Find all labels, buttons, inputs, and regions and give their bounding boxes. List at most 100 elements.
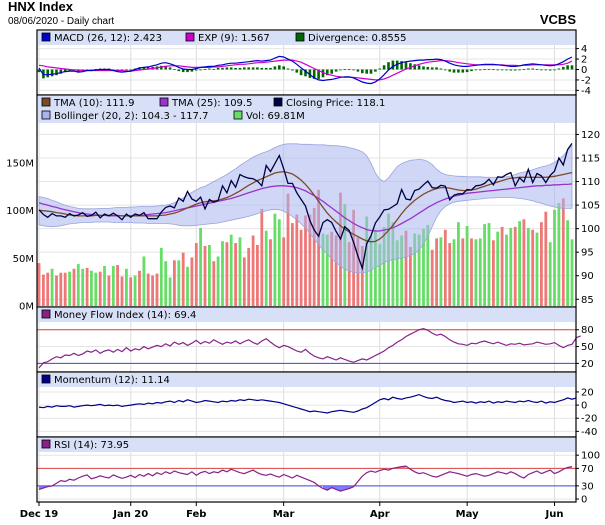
divergence-bar [63,69,67,73]
divergence-bar [483,69,486,70]
macd-legend-1-swatch [185,32,195,42]
price-tick-label: 90 [581,271,594,282]
volume-bar [474,239,478,306]
divergence-bar [229,67,233,70]
volume-bar [159,247,163,306]
volume-bar [452,239,456,306]
volume-bar [177,260,181,306]
macd-tick-label: 2 [581,55,587,66]
volume-bar [247,247,251,306]
volume-bar [42,274,45,306]
divergence-bar [548,69,552,71]
divergence-bar [317,69,320,79]
volume-bar [282,237,286,306]
momentum-tick-label: 0 [581,401,587,412]
volume-bar [225,242,229,306]
volume-bar [478,238,482,306]
divergence-bar [339,69,342,71]
divergence-bar [487,69,491,70]
volume-bar [194,243,198,306]
divergence-bar [444,69,447,71]
price-tick-label: 85 [581,295,594,306]
divergence-bar [448,69,451,72]
divergence-bar [522,69,526,70]
volume-bar [229,234,233,306]
divergence-bar [422,66,425,70]
volume-bar [103,266,106,306]
divergence-bar [513,69,517,71]
volume-bar [208,245,211,306]
volume-bar [212,261,216,306]
divergence-bar [540,69,543,71]
chart-title: HNX Index [8,0,74,14]
volume-bar [63,272,67,306]
rsi-legend-band [38,438,575,452]
divergence-bar [505,69,508,71]
rsi-legend-0-swatch [41,439,51,449]
volume-tick-label: 150M [6,159,34,170]
closing-price-line [38,143,573,271]
volume-tick-label: 0M [19,302,34,313]
volume-bar [544,211,548,306]
volume-bar [120,276,124,306]
volume-bar [409,246,412,306]
volume-bar [59,272,63,306]
divergence-bar [326,69,329,76]
volume-bar [404,230,408,306]
divergence-bar [164,65,167,70]
price-legend-2-swatch [273,97,283,107]
divergence-bar [452,69,456,73]
volume-bar [382,226,386,306]
volume-bar [299,229,303,306]
volume-bar [216,256,220,306]
volume-bar [111,266,115,306]
price-tick-label: 110 [581,177,600,188]
volume-bar [422,228,425,306]
divergence-bar [492,69,495,70]
volume-bar [496,231,500,306]
rsi-panel-border [36,436,577,503]
volume-bar [535,232,539,306]
bollinger-band [38,143,573,274]
price-tick-label: 95 [581,248,594,259]
divergence-bar [59,69,63,74]
rsi-legend-0-label: RSI (14): 73.95 [54,440,129,451]
macd-legend-band [38,31,575,45]
mfi-line [38,327,581,369]
rsi-tick-label: 100 [581,451,600,462]
volume-bar [330,231,334,306]
volume-bar [129,277,133,306]
divergence-bar [439,68,443,70]
divergence-bar [404,62,408,70]
divergence-bar [395,60,399,70]
divergence-bar [369,69,373,74]
volume-bar [461,238,465,306]
volume-bar [304,215,307,306]
volume-bar [221,241,224,306]
divergence-bar [347,69,351,70]
x-tick-label: Jan 20 [112,509,148,520]
divergence-bar [238,67,242,70]
volume-bar [443,229,447,306]
volume-bar [242,257,246,306]
divergence-bar [382,65,386,70]
divergence-bar [557,68,561,70]
volume-bar [347,242,351,306]
macd-line [38,55,573,85]
price-legend-band [38,96,575,123]
x-axis: Dec 19 Jan 20 Feb Mar Apr May Jun [20,502,564,520]
divergence-bar [500,69,504,71]
volume-bar [286,193,290,306]
volume-bar [269,239,272,306]
volume-bar [72,268,76,306]
volume-bar [492,240,495,306]
divergence-bar [457,69,460,73]
divergence-bar [365,69,368,74]
price-legend-1-label: TMA (25): 109.5 [171,98,252,109]
divergence-bar [304,69,307,77]
volume-bar [125,268,128,306]
divergence-bar [400,61,403,70]
volume-bar [430,249,434,306]
volume-bar [133,275,137,306]
